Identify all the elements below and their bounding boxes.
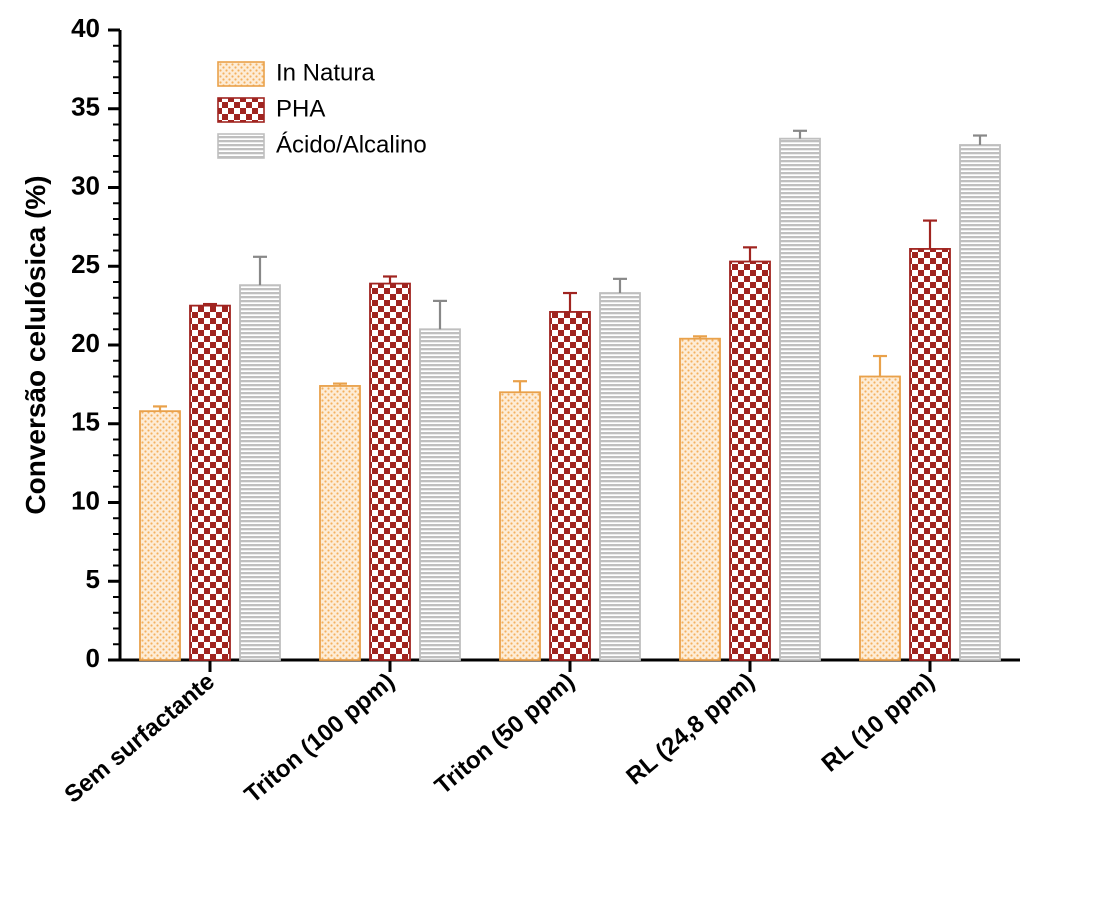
bar-pha: [370, 284, 410, 660]
y-tick-label: 10: [71, 485, 100, 515]
bar-acido: [420, 329, 460, 660]
y-axis-title: Conversão celulósica (%): [20, 175, 51, 514]
chart-container: 0 5 10 15 20 25 30 35 40 Conversão celulósica (%)…: [0, 0, 1098, 903]
bar-pha: [730, 262, 770, 660]
y-tick-label: 30: [71, 170, 100, 200]
bar-acido: [780, 139, 820, 660]
bar-in_natura: [500, 392, 540, 660]
y-tick-label: 25: [71, 249, 100, 279]
bar-acido: [960, 145, 1000, 660]
bar-pha: [190, 306, 230, 660]
legend-swatch: [218, 62, 264, 86]
y-tick-label: 15: [71, 407, 100, 437]
y-tick-label: 40: [71, 13, 100, 43]
bar-in_natura: [320, 386, 360, 660]
y-tick-label: 5: [86, 564, 100, 594]
legend-label: PHA: [276, 96, 325, 123]
bar-pha: [550, 312, 590, 660]
bar-acido: [600, 293, 640, 660]
bar-in_natura: [680, 339, 720, 660]
bar-acido: [240, 285, 280, 660]
bar-pha: [910, 249, 950, 660]
y-tick-label: 20: [71, 328, 100, 358]
y-tick-label: 0: [86, 643, 100, 673]
legend-swatch: [218, 134, 264, 158]
bar-in_natura: [140, 411, 180, 660]
y-tick-label: 35: [71, 92, 100, 122]
legend-label: In Natura: [276, 60, 375, 87]
grouped-bar-chart: 0 5 10 15 20 25 30 35 40 Conversão celulósica (%)…: [0, 0, 1098, 903]
legend-label: Ácido/Alcalino: [276, 132, 427, 159]
legend-swatch: [218, 98, 264, 122]
bar-in_natura: [860, 377, 900, 661]
